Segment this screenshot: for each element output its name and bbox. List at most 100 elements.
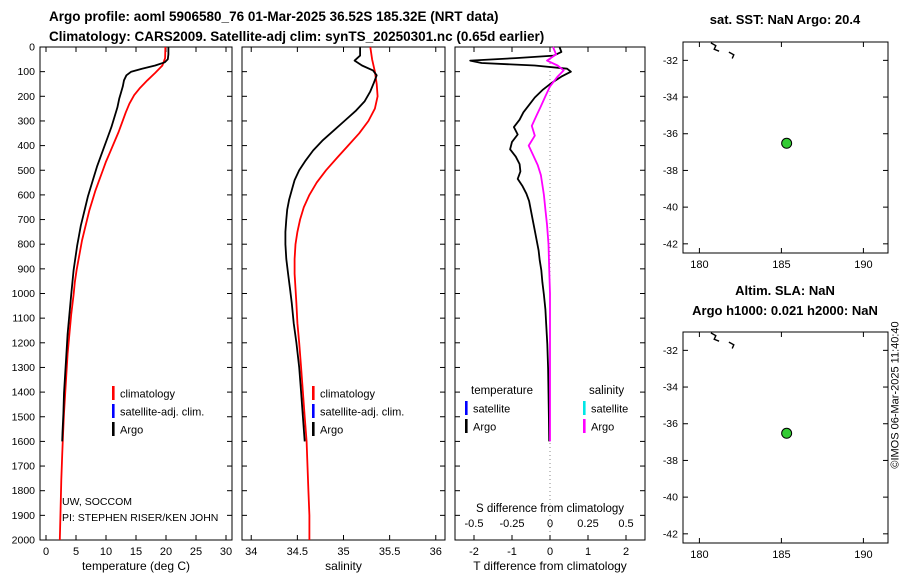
float-position-marker [781, 427, 793, 439]
map-sla-title-line2: Argo h1000: 0.021 h2000: NaN [692, 303, 878, 318]
legend-swatch-temperature-satellite [465, 401, 468, 415]
coastline [710, 332, 720, 342]
legend-swatch-satellite-adj-clim [312, 404, 315, 418]
x-tick-label: 35 [337, 546, 349, 558]
y-tick-label: -40 [663, 492, 678, 504]
y-tick-label: 1900 [12, 510, 36, 522]
x-tick-label: 34 [245, 546, 257, 558]
y-tick-label: -36 [663, 128, 678, 140]
y-tick-label: 600 [17, 189, 35, 201]
x-tick-label: 185 [772, 259, 790, 271]
y-tick-label: -36 [663, 418, 678, 430]
series-argo [284, 47, 378, 442]
x-tick-label: 10 [100, 546, 112, 558]
y-tick-label: -32 [663, 55, 678, 67]
axis-box [682, 41, 889, 254]
y-tick-label: 200 [17, 91, 35, 103]
y-tick-label: -38 [663, 165, 678, 177]
secondary-tick-label: 0.25 [577, 518, 598, 530]
annotation: PI: STEPHEN RISER/KEN JOHN [62, 512, 218, 524]
y-tick-label: 1200 [12, 337, 36, 349]
coastline [728, 341, 735, 349]
x-tick-label: -1 [507, 546, 517, 558]
legend-swatch-salinity-argo [583, 419, 586, 433]
map_sst-panel: 180 185 190 -32 -34 -36 -38 -40 -42 [663, 41, 889, 271]
salinity_profile-panel: 34 34.5 35 35.5 36 salinity climatology satelli… [241, 46, 446, 573]
legend-label-satellite: satellite [473, 404, 510, 416]
legend-swatch-climatology [312, 386, 315, 400]
legend-label-satellite-adj-clim: satellite-adj. clim. [320, 407, 404, 419]
y-tick-label: -40 [663, 202, 678, 214]
x-tick-label: 5 [73, 546, 79, 558]
legend-label-satellite-adj-clim: satellite-adj. clim. [120, 407, 204, 419]
y-tick-label: -38 [663, 455, 678, 467]
series-argo [61, 47, 170, 442]
x-tick-label: 180 [690, 259, 708, 271]
x-tick-label: 2 [623, 546, 629, 558]
x-axis-label: temperature (deg C) [82, 559, 190, 573]
legend-swatch-argo [112, 422, 115, 436]
y-tick-label: -34 [663, 92, 678, 104]
legend-swatch-salinity-satellite [583, 401, 586, 415]
axis-box [39, 46, 233, 541]
legend-label-argo: Argo [120, 425, 143, 437]
legend-label-argo: Argo [473, 422, 496, 434]
legend-swatch-argo [312, 422, 315, 436]
legend-label-climatology: climatology [120, 389, 176, 401]
legend-label-argo: Argo [320, 425, 343, 437]
annotation: UW, SOCCOM [62, 496, 132, 508]
difference_profile-panel: -2 -1 0 1 2T difference from climatology S di… [454, 46, 646, 573]
legend-group-title-temperature: temperature [471, 385, 533, 397]
y-tick-label: 1500 [12, 411, 36, 423]
x-axis-label: T difference from climatology [473, 559, 627, 573]
imos-copyright: ©IMOS 06-Mar-2025 11:40:40 [889, 321, 900, 469]
series-temperature-argo [469, 46, 572, 442]
secondary-tick-label: -0.5 [465, 518, 484, 530]
y-tick-label: 1300 [12, 362, 36, 374]
y-tick-label: -34 [663, 382, 678, 394]
map-sla-title-line1: Altim. SLA: NaN [735, 283, 835, 298]
x-tick-label: 35.5 [379, 546, 400, 558]
secondary-tick-label: 0.5 [618, 518, 633, 530]
secondary-axis-label: S difference from climatology [476, 503, 624, 515]
x-tick-label: 34.5 [287, 546, 308, 558]
legend-label-argo: Argo [591, 422, 614, 434]
x-tick-label: -2 [469, 546, 479, 558]
y-tick-label: 1600 [12, 436, 36, 448]
x-tick-label: 36 [430, 546, 442, 558]
y-tick-label: 500 [17, 165, 35, 177]
coastline [710, 42, 720, 52]
series-salinity-argo [527, 46, 565, 442]
y-tick-label: 1700 [12, 461, 36, 473]
x-tick-label: 185 [772, 549, 790, 561]
y-tick-label: 100 [17, 66, 35, 78]
legend-label-climatology: climatology [320, 389, 376, 401]
secondary-tick-label: 0 [547, 518, 553, 530]
map-sst-title: sat. SST: NaN Argo: 20.4 [709, 12, 861, 27]
x-tick-label: 190 [854, 549, 872, 561]
y-tick-label: 1100 [12, 313, 35, 325]
x-tick-label: 1 [585, 546, 591, 558]
y-tick-label: -42 [663, 528, 678, 540]
legend-group-title-salinity: salinity [589, 385, 624, 397]
y-tick-label: 300 [17, 115, 35, 127]
y-tick-label: 400 [17, 140, 35, 152]
legend-swatch-climatology [112, 386, 115, 400]
x-tick-label: 0 [547, 546, 553, 558]
legend-swatch-satellite-adj-clim [112, 404, 115, 418]
y-tick-label: 1000 [12, 288, 36, 300]
y-tick-label: 800 [17, 239, 35, 251]
x-tick-label: 20 [160, 546, 172, 558]
x-tick-label: 30 [220, 546, 232, 558]
series-climatology [293, 46, 379, 540]
map_sla-panel: 180 185 190 -32 -34 -36 -38 -40 -42 [663, 331, 889, 561]
coastline [728, 51, 735, 59]
y-tick-label: -42 [663, 238, 678, 250]
y-tick-label: 2000 [12, 535, 36, 547]
y-tick-label: 1800 [12, 485, 36, 497]
y-tick-label: -32 [663, 345, 678, 357]
x-tick-label: 190 [854, 259, 872, 271]
legend-swatch-temperature-argo [465, 419, 468, 433]
